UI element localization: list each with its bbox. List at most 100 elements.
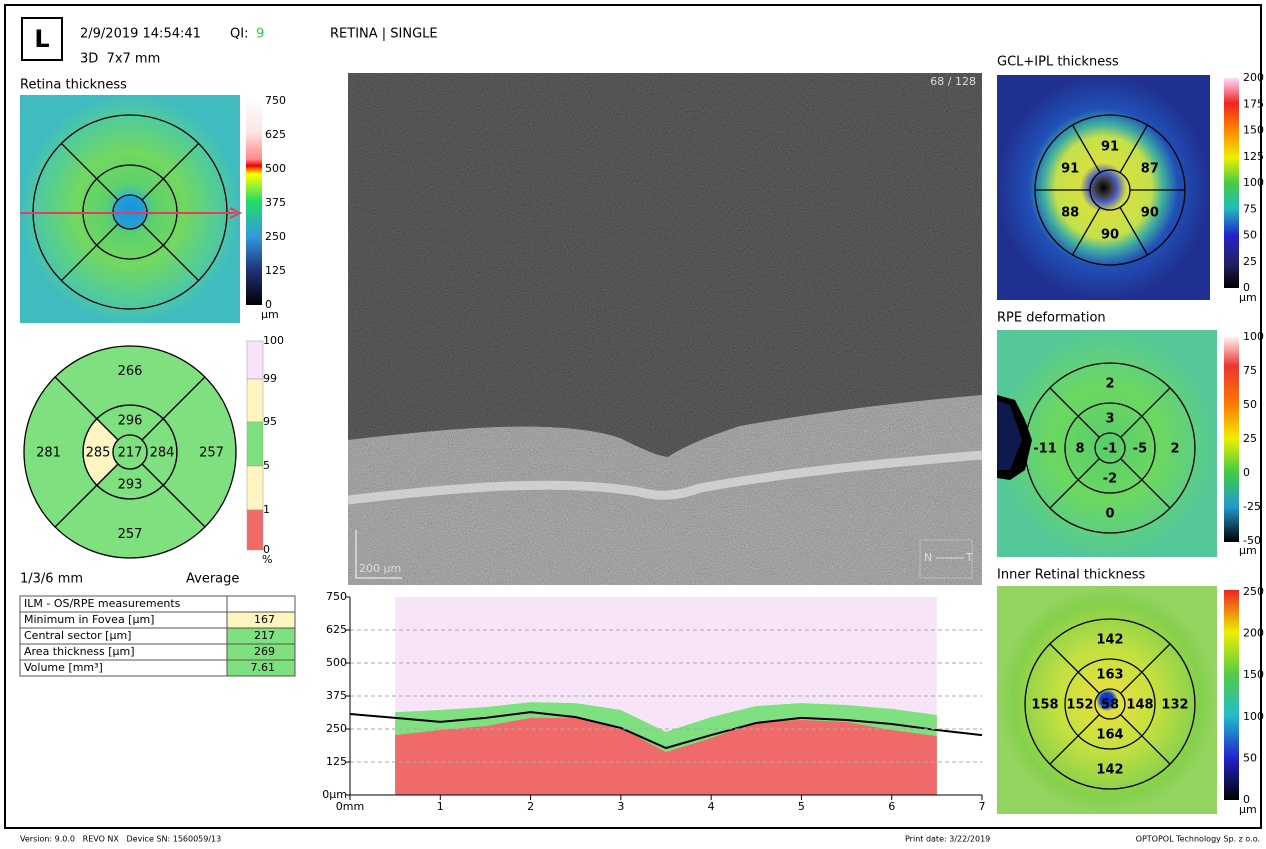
- scale-unit: µm: [1239, 544, 1257, 557]
- scale-label: 125: [1243, 150, 1264, 163]
- sector-value: 217: [118, 446, 143, 461]
- percentile-band: [247, 379, 263, 422]
- sector-value: 296: [118, 414, 143, 429]
- mode: RETINA | SINGLE: [330, 27, 438, 42]
- x-tick-label: 5: [798, 800, 805, 813]
- table-value: 167: [254, 613, 275, 626]
- scale-label: 750: [265, 94, 286, 107]
- sector-value: 88: [1061, 206, 1079, 221]
- sector-value: 8: [1075, 442, 1084, 457]
- scale-label: 100: [1243, 710, 1264, 723]
- bscan: 68 / 128 200 µm N T: [348, 73, 982, 585]
- sector-value: -2: [1103, 472, 1117, 487]
- sector-value: 164: [1096, 728, 1123, 743]
- scale-label: 100: [1243, 176, 1264, 189]
- scale-unit: µm: [1239, 803, 1257, 816]
- scale-label: 25: [1243, 255, 1257, 268]
- scale-label: 250: [265, 230, 286, 243]
- x-tick-label: 3: [617, 800, 624, 813]
- scale-label: 50: [1243, 751, 1257, 764]
- sector-value: 281: [36, 446, 61, 461]
- scale-label: 0: [1243, 466, 1250, 479]
- scale-label: 75: [1243, 202, 1257, 215]
- table-label: Minimum in Fovea [µm]: [24, 613, 154, 626]
- scale-label: 250: [1243, 585, 1264, 598]
- x-tick-label: 7: [979, 800, 986, 813]
- nasal: N: [924, 551, 932, 564]
- y-tick-label: 125: [326, 755, 347, 768]
- scale-label: 125: [265, 264, 286, 277]
- percentile-label: 1: [263, 503, 270, 516]
- percentile-label: 5: [263, 459, 270, 472]
- scale-label: 150: [1243, 124, 1264, 137]
- sector-value: -1: [1103, 442, 1117, 457]
- frame-index: 68 / 128: [930, 75, 976, 88]
- version: Version: 9.0.0 REVO NX Device SN: 156005…: [20, 835, 221, 844]
- y-tick-label: 625: [326, 623, 347, 636]
- sector-value: 0: [1105, 507, 1114, 522]
- table-header: ILM - OS/RPE measurements: [24, 597, 181, 610]
- x-tick-label: 4: [708, 800, 715, 813]
- scale-label: 200: [1243, 627, 1264, 640]
- sector-value: 257: [118, 527, 143, 542]
- x-tick-label: 6: [888, 800, 895, 813]
- panel-title: Inner Retinal thickness: [997, 568, 1146, 583]
- scale-unit: µm: [261, 308, 279, 321]
- sector-value: 91: [1061, 162, 1079, 177]
- sector-value: -5: [1133, 442, 1147, 457]
- sector-value: 293: [118, 478, 143, 493]
- sector-value: 158: [1031, 698, 1058, 713]
- table-value: 269: [254, 645, 275, 658]
- datetime: 2/9/2019 14:54:41: [80, 27, 201, 42]
- sector-value: 284: [150, 446, 175, 461]
- x-tick-label: 2: [527, 800, 534, 813]
- scale-label: 200 µm: [359, 562, 401, 575]
- percentile-label: 95: [263, 415, 277, 428]
- sector-value: 142: [1096, 633, 1123, 648]
- sector-value: 142: [1096, 763, 1123, 778]
- scale-label: 25: [1243, 432, 1257, 445]
- percentile-label: 99: [263, 372, 277, 385]
- scale-label: 100: [1243, 330, 1264, 343]
- percentile-band: [247, 510, 263, 550]
- percentile-band: [247, 422, 263, 466]
- percentile-band: [247, 341, 263, 379]
- temporal: T: [965, 551, 973, 564]
- sector-value: 58: [1101, 698, 1119, 713]
- table-value: 7.61: [251, 661, 276, 674]
- table-label: Central sector [µm]: [24, 629, 131, 642]
- table-label: Area thickness [µm]: [24, 645, 135, 658]
- panel-title: GCL+IPL thickness: [997, 55, 1119, 70]
- color-bar: [1224, 590, 1239, 800]
- color-bar: [1224, 335, 1239, 542]
- sector-value: 2: [1105, 377, 1114, 392]
- color-bar: [1224, 78, 1239, 288]
- table-cell: [227, 596, 295, 612]
- scale-label: 50: [1243, 229, 1257, 242]
- percentile-unit: %: [262, 553, 272, 566]
- sector-value: 266: [118, 364, 143, 379]
- qi-value: 9: [256, 27, 264, 42]
- percentile-label: 100: [263, 334, 284, 347]
- sector-value: 3: [1105, 412, 1114, 427]
- scale-label: -25: [1243, 500, 1261, 513]
- zones: 1/3/6 mm: [20, 572, 83, 587]
- sector-value: 163: [1096, 668, 1123, 683]
- scale-label: 200: [1243, 71, 1264, 84]
- sector-value: 152: [1066, 698, 1093, 713]
- table-value: 217: [254, 629, 275, 642]
- y-tick-label: 250: [326, 722, 347, 735]
- sector-value: 87: [1141, 162, 1159, 177]
- qi-label: QI:: [230, 27, 248, 42]
- y-tick-label: 500: [326, 656, 347, 669]
- panel-title: Retina thickness: [20, 78, 127, 93]
- sector-value: 90: [1101, 228, 1119, 243]
- scale-label: 75: [1243, 364, 1257, 377]
- sector-value: 257: [199, 446, 224, 461]
- sector-value: 132: [1161, 698, 1188, 713]
- panel-title: RPE deformation: [997, 311, 1106, 326]
- gcl-map: [997, 75, 1210, 300]
- report: L 2/9/2019 14:54:41 QI: 9 3D 7x7 mm RETI…: [0, 0, 1266, 849]
- scale-label: 50: [1243, 398, 1257, 411]
- y-tick-label: 375: [326, 689, 347, 702]
